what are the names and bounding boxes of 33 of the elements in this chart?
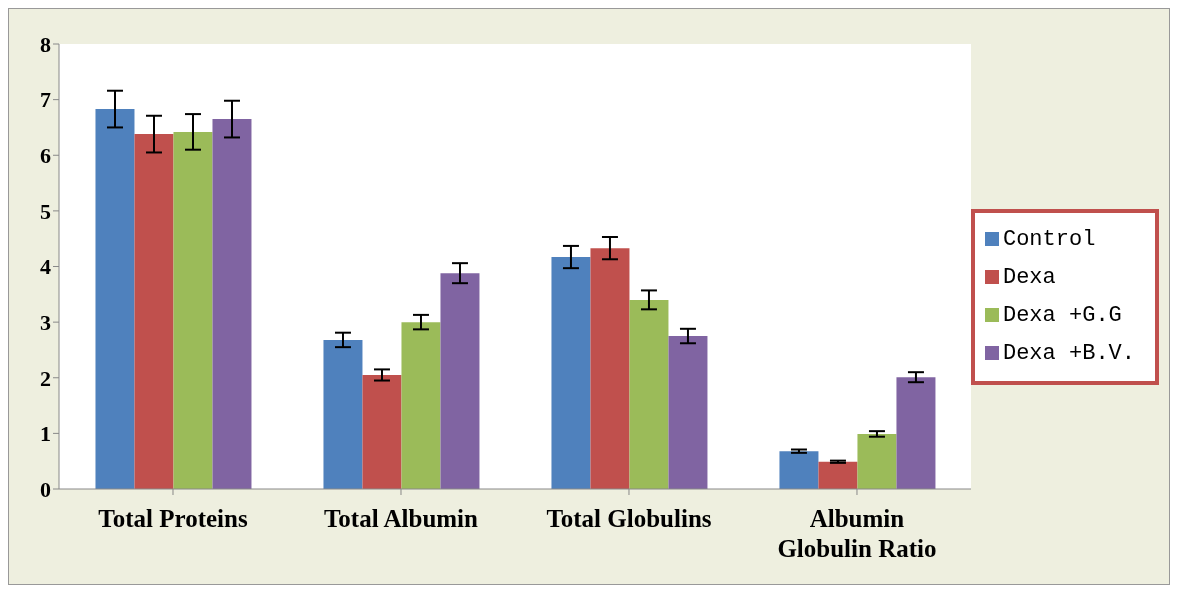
legend-label: Dexa +B.V.: [1002, 340, 1135, 366]
x-tick-label: Total Albumin: [323, 505, 479, 532]
y-tick-label: 8: [40, 31, 51, 57]
bar: [896, 377, 936, 489]
bar: [173, 131, 213, 489]
legend-label: Dexa: [1002, 264, 1056, 290]
legend-label: Control: [1002, 226, 1096, 252]
bar: [857, 433, 897, 489]
x-tick-label: Total Proteins: [98, 505, 248, 532]
y-tick-label: 7: [40, 87, 51, 113]
bar: [401, 322, 441, 489]
bar: [134, 134, 174, 489]
y-tick-label: 4: [40, 254, 51, 280]
bar: [668, 336, 708, 489]
y-tick-label: 2: [40, 365, 51, 391]
y-tick-label: 1: [40, 421, 51, 447]
y-tick-label: 3: [40, 309, 51, 335]
bar: [362, 374, 402, 489]
bar: [779, 451, 819, 489]
x-tick-label: Total Globulins: [546, 505, 712, 532]
bar: [818, 461, 858, 489]
y-tick-label: 0: [40, 476, 51, 502]
bar: [95, 109, 135, 489]
y-tick-label: 5: [40, 198, 51, 224]
bar: [212, 119, 252, 489]
bar: [590, 248, 630, 489]
legend-label: Dexa +G.G: [1002, 302, 1122, 328]
bar: [323, 339, 363, 489]
bar: [551, 257, 591, 489]
x-tick-label: Albumin Globulin Ratio: [777, 505, 937, 562]
bar: [440, 273, 480, 489]
y-tick-label: 6: [40, 143, 51, 169]
bar: [629, 299, 669, 489]
